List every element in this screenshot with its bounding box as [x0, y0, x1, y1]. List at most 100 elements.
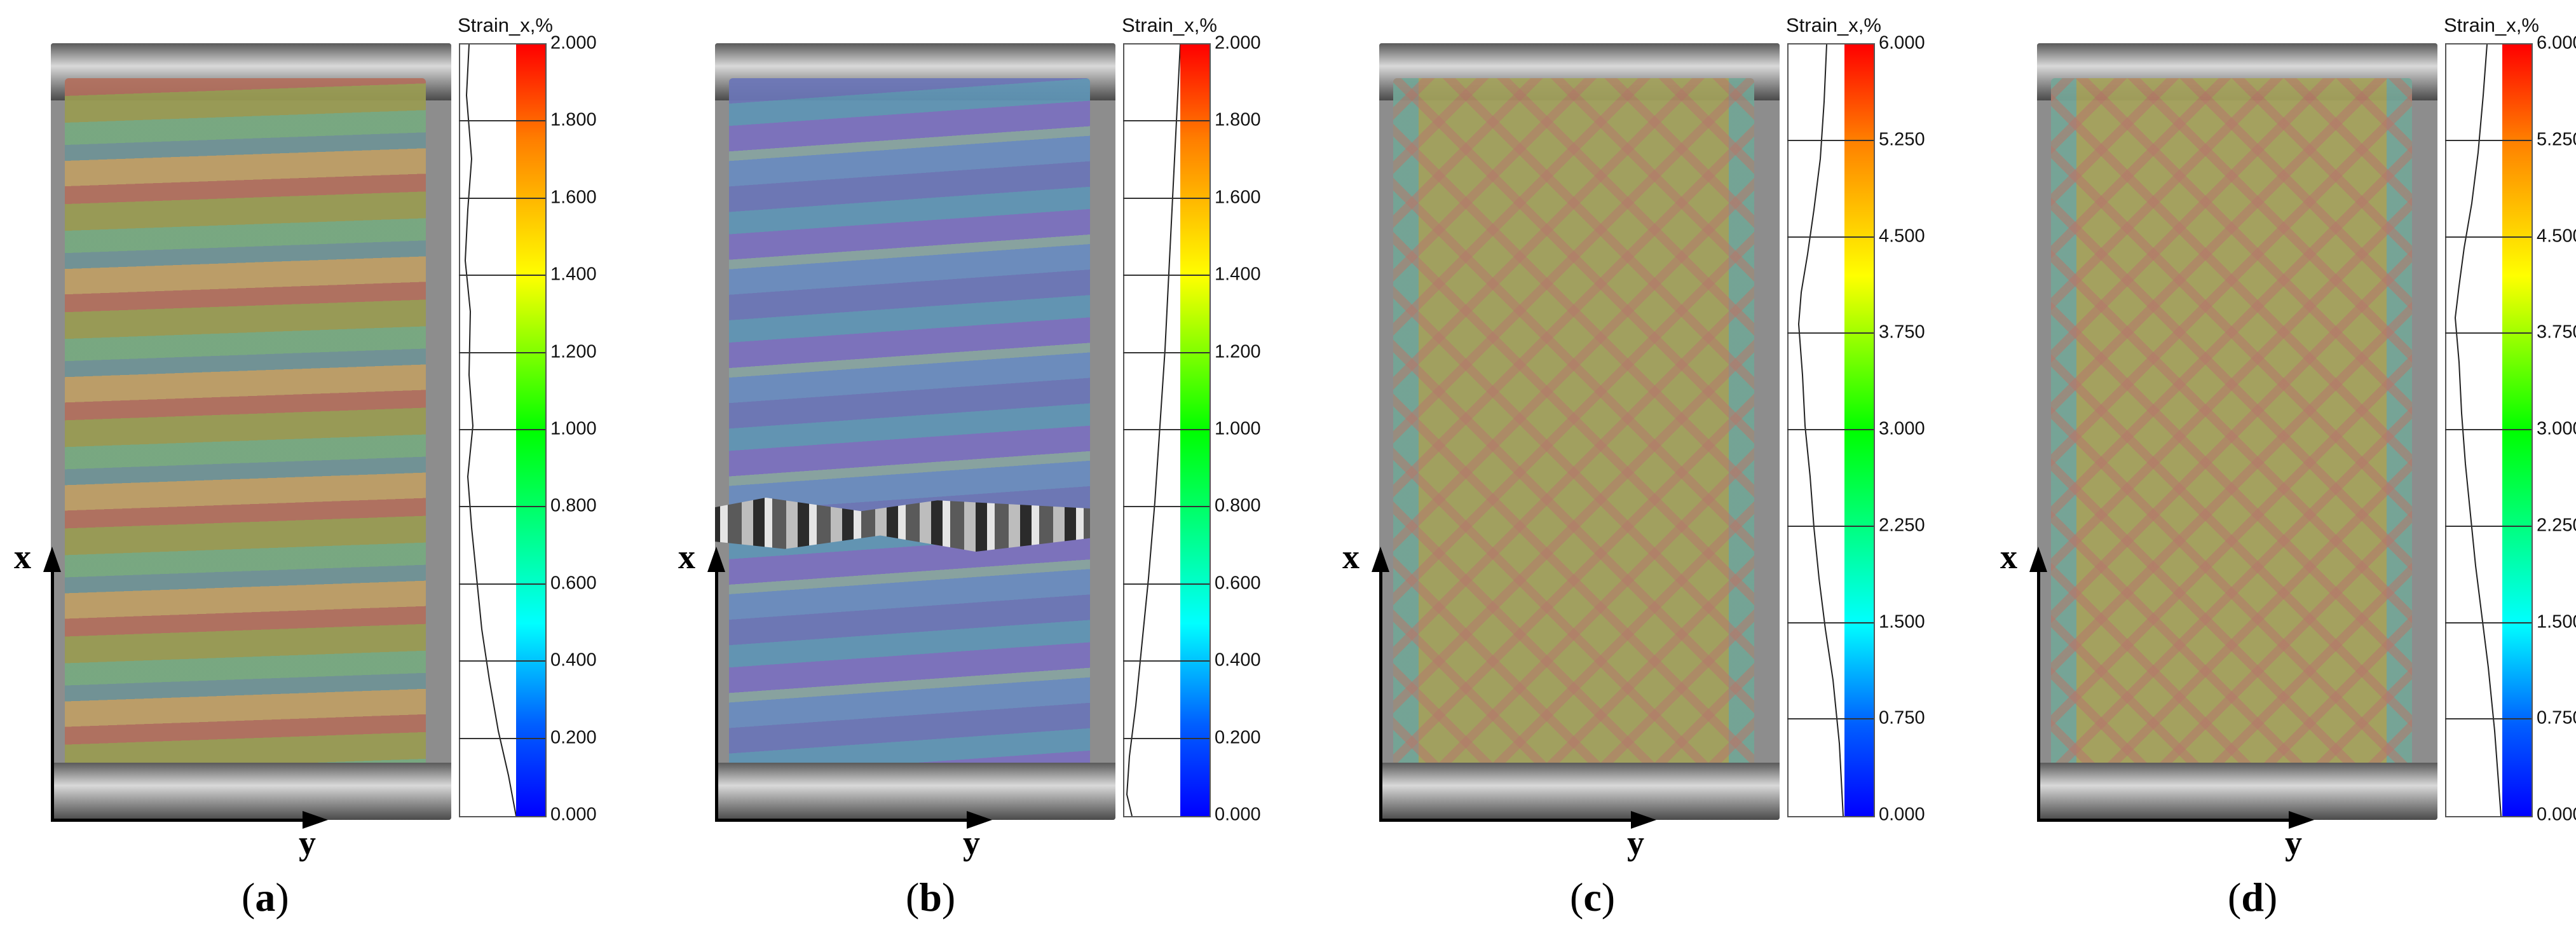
x-axis-label: x [1342, 538, 1360, 576]
colorbar-gridline [1123, 429, 1210, 430]
bottom-grip [2037, 763, 2437, 820]
y-axis-arrowhead [1631, 811, 1656, 829]
colorbar-gridline [1123, 506, 1210, 508]
strain-map-image-c [1379, 43, 1780, 820]
colorbar-gridline [1123, 197, 1210, 199]
colorbar-tick-label: 0.400 [550, 650, 597, 671]
colorbar-title: Strain_x,% [1786, 14, 1881, 36]
colorbar-gridline [2445, 332, 2532, 334]
strain-profile-chart [1787, 43, 1847, 817]
colorbar-gridline [459, 583, 545, 585]
colorbar-tick-label: 2.000 [1215, 32, 1261, 53]
colorbar-gridline [1123, 583, 1210, 585]
colorbar-tick-label: 2.250 [1879, 515, 1925, 536]
x-axis-arrowhead [43, 547, 61, 572]
y-axis-arrow [51, 819, 305, 822]
strain-profile-line [2454, 44, 2502, 816]
colorbar-tick-label: 0.800 [1215, 495, 1261, 516]
colorbar-tick-label: 0.600 [550, 573, 597, 594]
colorbar-scale [2502, 43, 2533, 817]
colorbar-tick-label: 1.400 [550, 264, 597, 285]
colorbar-ticks: 6.000 5.250 4.500 3.750 3.000 2.250 1.500 0.750… [1875, 33, 1958, 825]
x-axis-arrowhead [2029, 547, 2047, 572]
y-axis-arrowhead [967, 811, 992, 829]
colorbar-tick-label: 0.750 [1879, 707, 1925, 728]
y-axis-label: y [2285, 824, 2302, 862]
colorbar-gridline [2445, 236, 2532, 238]
colorbar-tick-label: 0.000 [550, 804, 597, 825]
colorbar-ticks: 6.000 5.250 4.500 3.750 3.000 2.250 1.500 0.750… [2533, 33, 2576, 825]
panel-c: Strain_x,% 6.000 5.250 4.500 3.750 3.000 2.25… [1328, 0, 1964, 947]
strain-profile-line [1126, 44, 1181, 816]
colorbar-tick-label: 1.500 [1879, 611, 1925, 632]
colorbar-tick-label: 2.000 [550, 32, 597, 53]
colorbar-tick-label: 1.800 [550, 109, 597, 130]
strain-profile-chart [1123, 43, 1183, 817]
strain-map-image-b [715, 43, 1115, 820]
panel-a: Strain_x,% 2.000 1.800 1.600 1.400 1.200 1.00… [0, 0, 636, 947]
colorbar-gridline [2445, 139, 2532, 141]
colorbar-tick-label: 0.000 [2537, 804, 2576, 825]
y-axis-label: y [299, 824, 316, 862]
strain-profile-chart [459, 43, 519, 817]
colorbar-tick-label: 6.000 [2537, 32, 2576, 53]
strain-map-image-d [2037, 43, 2437, 820]
colorbar-tick-label: 3.000 [2537, 418, 2576, 439]
colorbar-tick-label: 0.400 [1215, 650, 1261, 671]
colorbar-gridline [459, 275, 545, 276]
strain-profile-line [1797, 44, 1844, 816]
bottom-grip [1379, 763, 1780, 820]
colorbar-tick-label: 0.200 [1215, 727, 1261, 748]
colorbar-gridline [1123, 351, 1210, 353]
colorbar-gridline [1787, 236, 1874, 238]
colorbar-gridline [459, 351, 545, 353]
x-axis-label: x [14, 538, 31, 576]
colorbar-title: Strain_x,% [1122, 14, 1217, 36]
colorbar-gridline [1787, 139, 1874, 141]
colorbar-tick-label: 5.250 [2537, 129, 2576, 150]
x-axis-arrow [1379, 569, 1382, 822]
y-axis-arrow [1379, 819, 1633, 822]
colorbar-tick-label: 3.000 [1879, 418, 1925, 439]
colorbar-scale [1180, 43, 1211, 817]
colorbar-tick-label: 1.800 [1215, 109, 1261, 130]
colorbar-gridline [459, 660, 545, 662]
x-axis-arrowhead [1372, 547, 1389, 572]
colorbar-tick-label: 1.500 [2537, 611, 2576, 632]
panel-caption: (c) [1570, 875, 1616, 920]
colorbar-tick-label: 3.750 [1879, 322, 1925, 343]
colorbar-tick-label: 3.750 [2537, 322, 2576, 343]
colorbar-gridline [2445, 429, 2532, 430]
colorbar-tick-label: 0.600 [1215, 573, 1261, 594]
colorbar-gridline [1787, 622, 1874, 623]
colorbar-scale [1844, 43, 1875, 817]
colorbar-tick-label: 1.000 [550, 418, 597, 439]
colorbar-gridline [1123, 737, 1210, 739]
y-axis-arrow [2037, 819, 2291, 822]
y-axis-arrow [715, 819, 969, 822]
strain-profile-line [464, 44, 517, 816]
colorbar-tick-label: 0.000 [1879, 804, 1925, 825]
colorbar-gridline [2445, 622, 2532, 623]
x-axis-arrow [2037, 569, 2040, 822]
x-axis-arrowhead [707, 547, 725, 572]
colorbar-tick-label: 1.400 [1215, 264, 1261, 285]
colorbar-tick-label: 1.000 [1215, 418, 1261, 439]
colorbar-gridline [459, 197, 545, 199]
colorbar-title: Strain_x,% [458, 14, 553, 36]
colorbar-gridline [1787, 718, 1874, 720]
panel-b: Strain_x,% 2.000 1.800 1.600 1.400 1.200 1.00… [664, 0, 1300, 947]
colorbar-gridline [1787, 429, 1874, 430]
specimen-strain-field [1393, 78, 1754, 784]
colorbar-ticks: 2.000 1.800 1.600 1.400 1.200 1.000 0.800 0.600… [547, 33, 629, 825]
panel-d: Strain_x,% 6.000 5.250 4.500 3.750 3.000 2.25… [1986, 0, 2576, 947]
panel-caption: (a) [242, 875, 289, 920]
colorbar-tick-label: 0.200 [550, 727, 597, 748]
colorbar-gridline [459, 429, 545, 430]
colorbar-gridline [459, 737, 545, 739]
specimen-strain-field [2051, 78, 2412, 784]
strain-map-image-a [51, 43, 451, 820]
colorbar-gridline [1123, 660, 1210, 662]
colorbar-tick-label: 1.600 [1215, 187, 1261, 208]
strain-profile-chart [2445, 43, 2505, 817]
